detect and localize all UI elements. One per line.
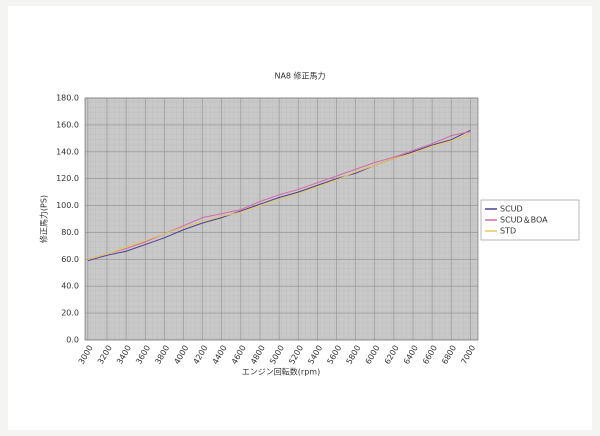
y-tick-label: 120.0 bbox=[56, 174, 79, 183]
y-tick-label: 80.0 bbox=[61, 228, 79, 237]
y-tick-label: 0.0 bbox=[66, 336, 79, 345]
chart-title: NA8 修正馬力 bbox=[274, 71, 325, 81]
x-axis-label: エンジン回転数(rpm) bbox=[242, 367, 320, 377]
legend-label: SCUD bbox=[500, 205, 523, 214]
minor-grid bbox=[85, 98, 478, 340]
y-tick-label: 100.0 bbox=[56, 201, 79, 210]
series-line bbox=[87, 129, 471, 262]
plot-border bbox=[84, 97, 479, 341]
y-tick-label: 140.0 bbox=[56, 147, 79, 156]
y-tick-label: 40.0 bbox=[61, 282, 79, 291]
y-tick-label: 160.0 bbox=[56, 120, 79, 129]
y-tick-label: 180.0 bbox=[56, 94, 79, 103]
y-axis-label: 修正馬力(PS) bbox=[39, 195, 49, 243]
legend-label: SCUD＆BOA bbox=[500, 216, 548, 225]
y-tick-label: 20.0 bbox=[61, 309, 79, 318]
series-line bbox=[87, 133, 471, 260]
legend-label: STD bbox=[500, 227, 516, 236]
series-line bbox=[87, 131, 471, 260]
y-tick-label: 60.0 bbox=[61, 255, 79, 264]
legend bbox=[480, 199, 580, 241]
